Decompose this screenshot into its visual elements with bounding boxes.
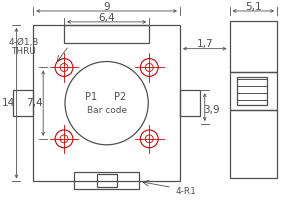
Text: THRU: THRU xyxy=(11,47,36,56)
Text: 1,7: 1,7 xyxy=(196,39,213,49)
Bar xyxy=(74,172,139,189)
Bar xyxy=(33,25,180,181)
Bar xyxy=(180,90,200,116)
Bar xyxy=(230,72,277,110)
Bar xyxy=(230,21,277,72)
Text: 7,4: 7,4 xyxy=(26,98,43,108)
Text: 4-Ø1,8: 4-Ø1,8 xyxy=(8,38,38,47)
Text: 14: 14 xyxy=(2,98,15,108)
Text: P2: P2 xyxy=(114,92,127,102)
Text: 6,4: 6,4 xyxy=(98,13,115,23)
Text: 3,9: 3,9 xyxy=(203,105,220,115)
Bar xyxy=(64,25,149,43)
Text: P1: P1 xyxy=(85,92,97,102)
Text: 5,1: 5,1 xyxy=(245,2,262,12)
Text: 4-R1: 4-R1 xyxy=(176,187,197,196)
Bar xyxy=(97,174,116,187)
Bar xyxy=(14,90,33,116)
Bar xyxy=(230,110,277,178)
Bar xyxy=(238,77,267,105)
Text: 9: 9 xyxy=(103,2,110,12)
Text: Bar code: Bar code xyxy=(87,106,127,115)
